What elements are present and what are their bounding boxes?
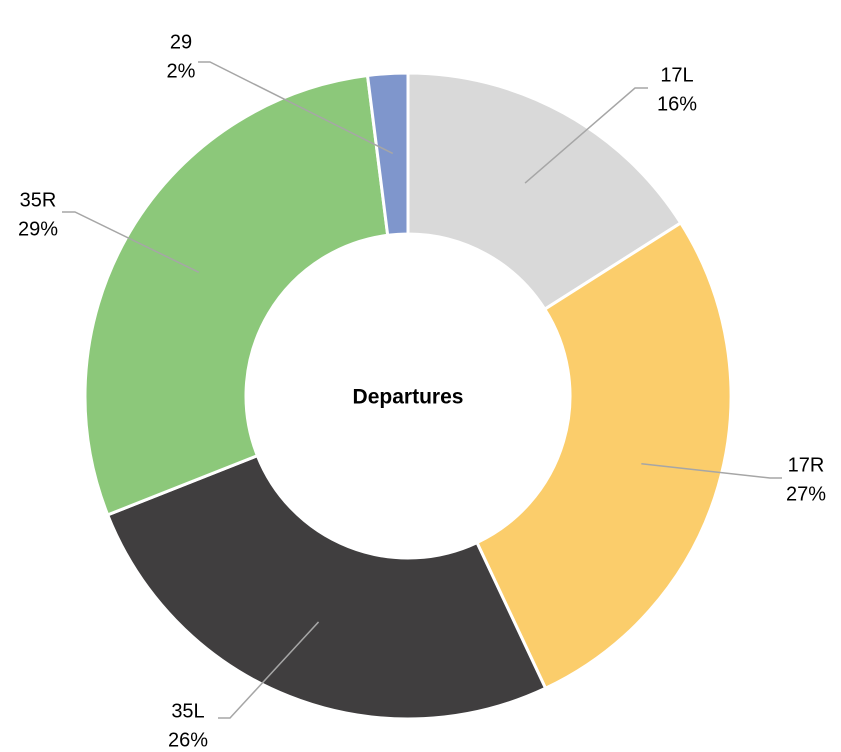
slice xyxy=(474,220,733,691)
value-label: 27% xyxy=(786,483,826,505)
value-label: 29% xyxy=(18,218,58,240)
slices xyxy=(83,71,733,721)
leader-line xyxy=(524,87,648,184)
slice xyxy=(406,71,683,312)
category-label: 35R xyxy=(20,189,57,211)
value-label: 26% xyxy=(168,729,208,751)
category-label: 29 xyxy=(170,31,192,53)
chart-title: Departures xyxy=(353,386,464,409)
leader-line xyxy=(62,211,200,273)
slice xyxy=(365,71,410,237)
slice xyxy=(105,453,548,721)
category-label: 17R xyxy=(788,454,825,476)
value-label: 16% xyxy=(657,93,697,115)
leader-line xyxy=(198,61,394,155)
labels: 17L 16% 17R 27% 35L 26% 35R 29% 29 2% xyxy=(18,31,826,751)
value-label: 2% xyxy=(167,60,196,82)
category-label: 35L xyxy=(171,700,204,722)
leader-line xyxy=(641,463,782,479)
category-label: 17L xyxy=(660,64,693,86)
leader-line xyxy=(218,621,320,719)
slice xyxy=(83,73,390,517)
